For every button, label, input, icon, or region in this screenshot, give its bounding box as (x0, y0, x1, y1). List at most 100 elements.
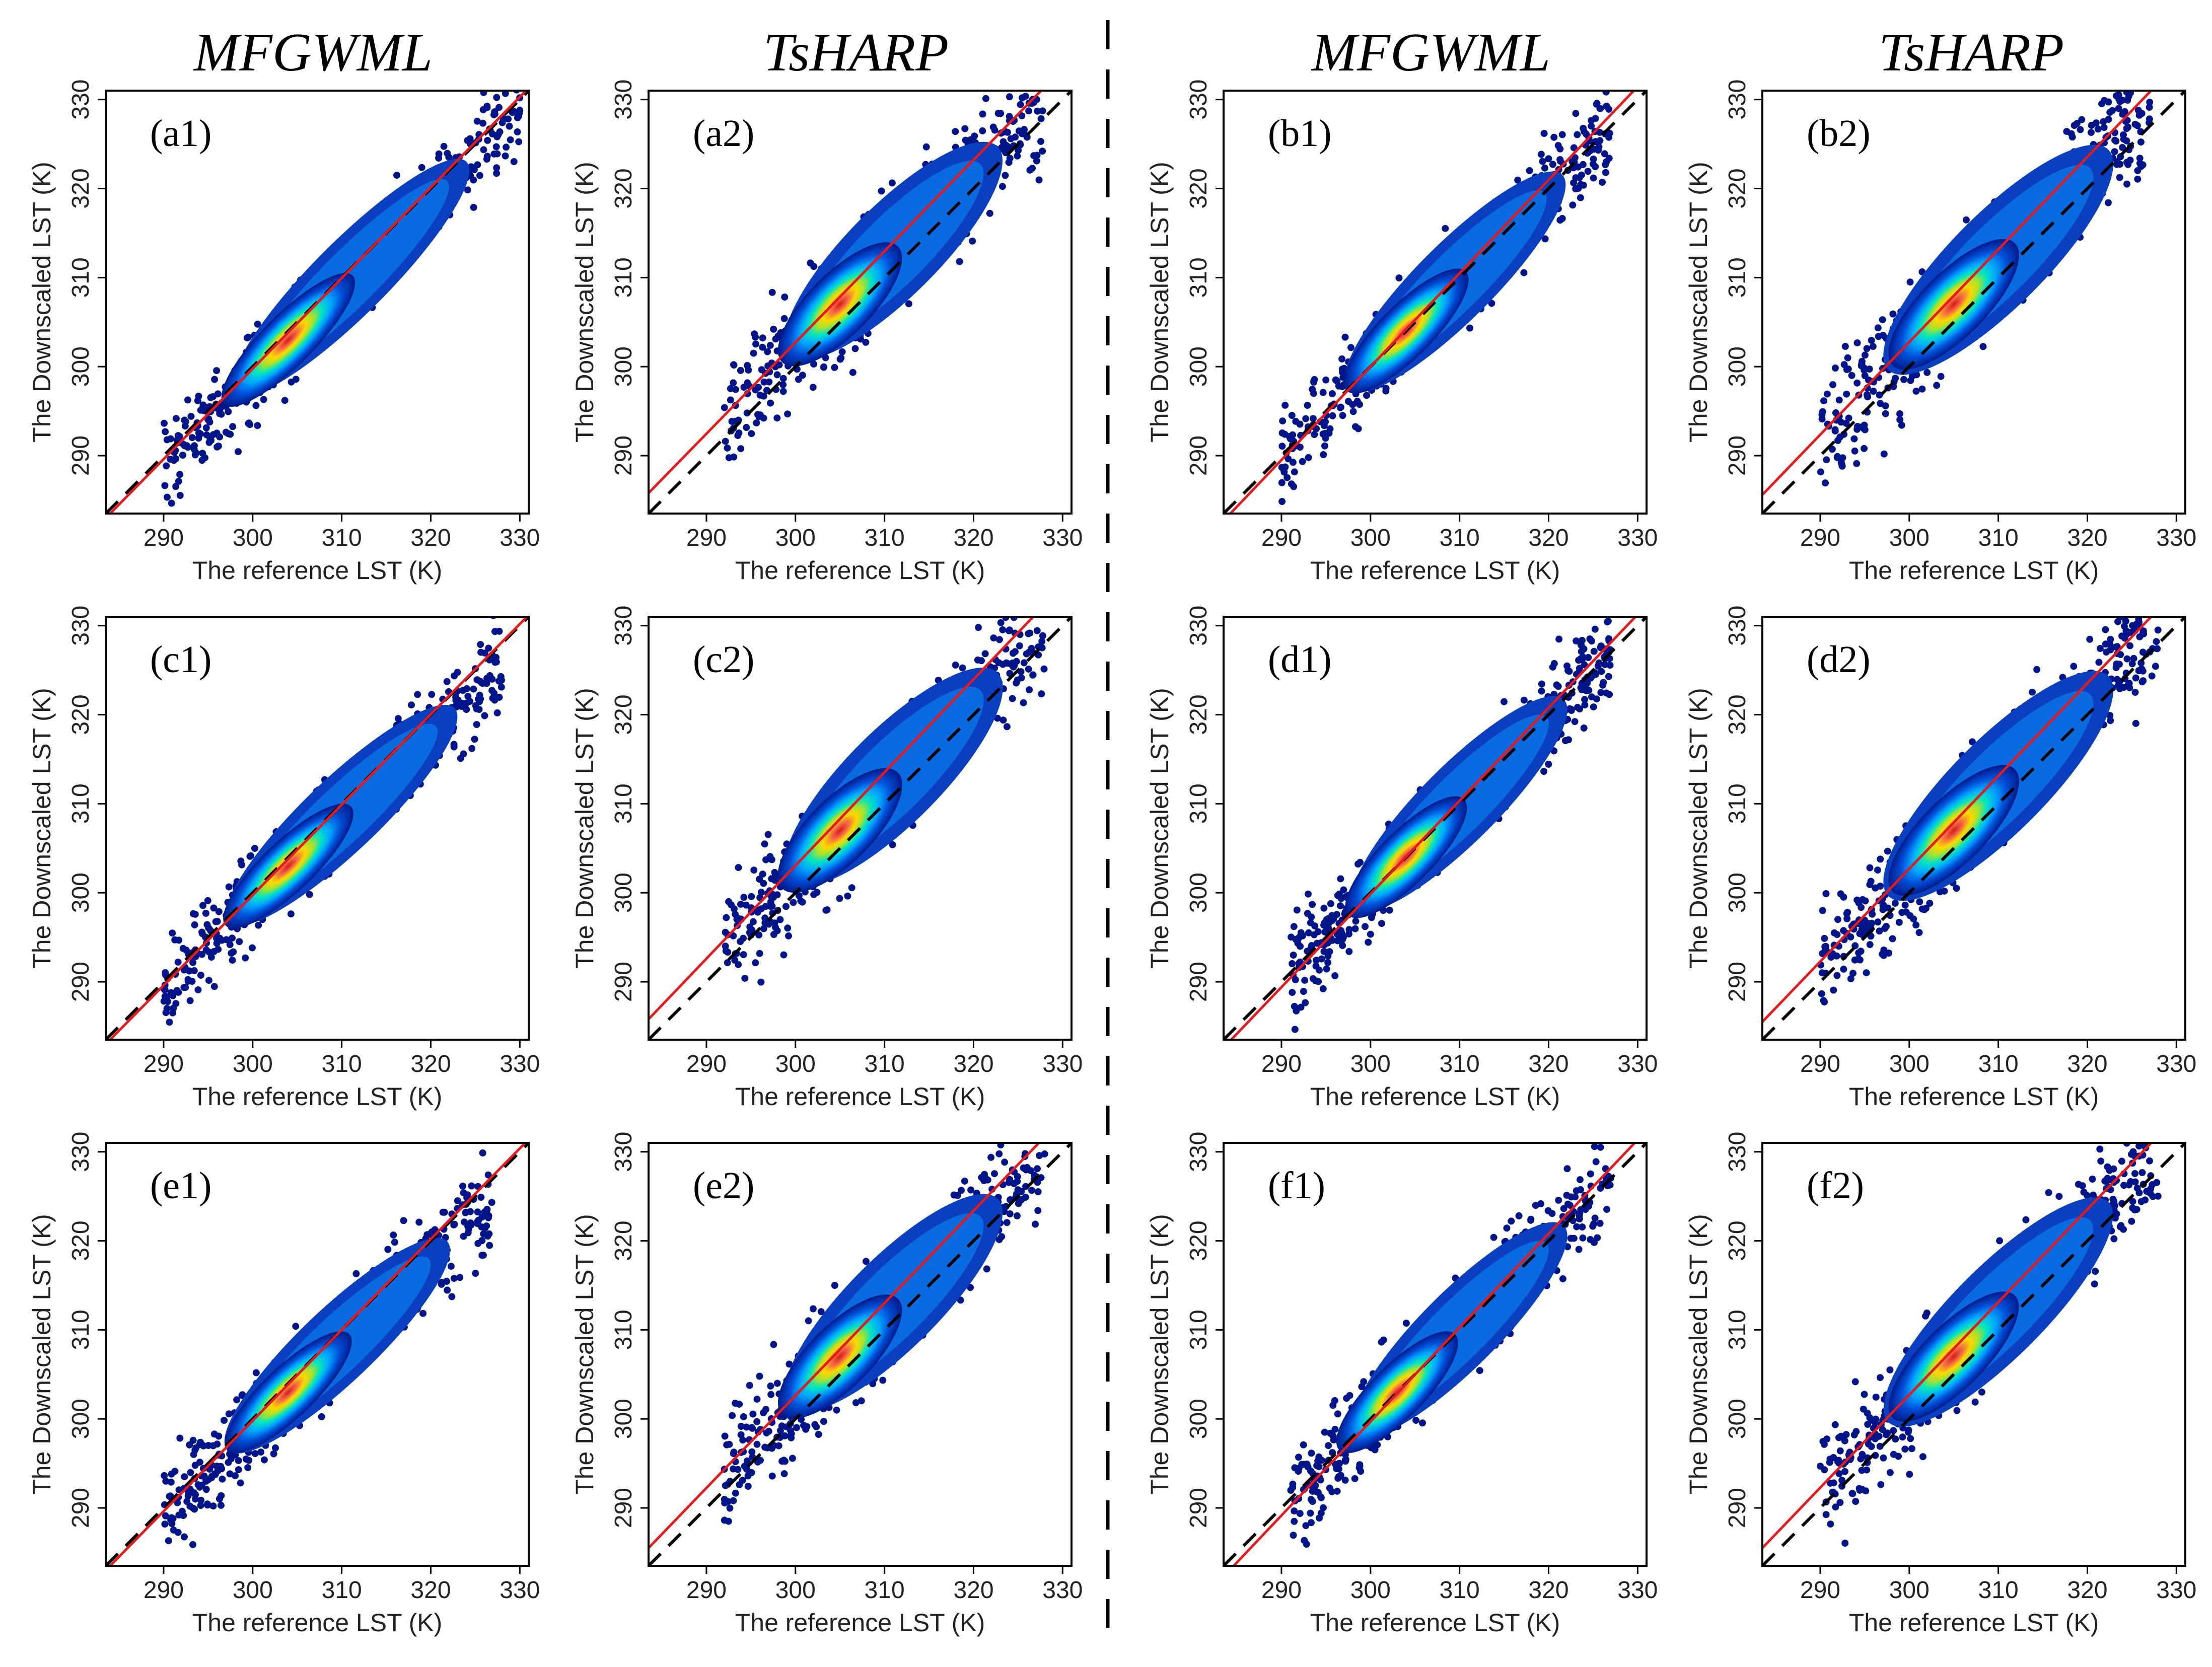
y-tick-label: 320 (610, 694, 637, 735)
data-point (1588, 122, 1595, 130)
data-point (2101, 97, 2108, 104)
data-point (2123, 630, 2131, 637)
data-point (1588, 117, 1595, 124)
data-point (1039, 576, 1046, 583)
data-point (737, 1431, 745, 1438)
data-point (486, 1242, 493, 1249)
y-tick-label: 330 (1185, 606, 1212, 646)
data-point (187, 412, 195, 420)
data-point (776, 916, 784, 923)
data-point (1858, 357, 1866, 365)
data-point (768, 1472, 776, 1480)
data-point (2112, 664, 2120, 672)
x-tick-label: 330 (500, 1051, 540, 1077)
data-point (1822, 479, 1829, 487)
data-point (1819, 907, 1826, 914)
data-point (454, 696, 462, 704)
data-point (1844, 354, 1851, 361)
data-point (191, 910, 199, 918)
data-point (762, 1406, 769, 1413)
fit-line (1229, 91, 1636, 514)
data-point (1351, 925, 1359, 932)
data-point (191, 1446, 199, 1454)
data-point (502, 91, 509, 97)
data-point (1896, 416, 1904, 423)
data-point (786, 1360, 793, 1368)
data-point (779, 388, 787, 395)
data-point (1035, 71, 1042, 78)
data-point (1869, 910, 1876, 918)
data-point (1023, 650, 1030, 658)
y-tick-label: 300 (67, 1399, 94, 1439)
data-point (168, 1470, 175, 1478)
data-point (1331, 972, 1339, 979)
data-point (1025, 630, 1032, 637)
data-point (162, 1512, 169, 1519)
data-point (1589, 160, 1597, 168)
data-point (878, 187, 885, 195)
data-point (2131, 689, 2139, 696)
data-point (188, 978, 196, 985)
data-point (773, 891, 781, 899)
identity-line (1762, 617, 2185, 1040)
data-point (995, 1150, 1003, 1157)
data-point (776, 1427, 784, 1434)
data-point (218, 1492, 225, 1499)
data-point (2102, 626, 2109, 633)
data-point (210, 904, 218, 912)
data-point (1605, 635, 1613, 642)
data-point (1835, 396, 1843, 404)
data-point (2130, 64, 2137, 71)
data-point (2146, 99, 2154, 106)
data-point (740, 934, 747, 942)
data-point (752, 340, 759, 348)
data-point (1597, 642, 1605, 649)
data-point (1007, 56, 1014, 63)
data-point (515, 138, 523, 146)
data-point (1016, 642, 1023, 649)
data-point (444, 150, 451, 157)
y-tick-label: 320 (67, 1220, 94, 1261)
data-point (749, 1424, 756, 1432)
data-point (1040, 60, 1047, 67)
data-point (225, 1410, 233, 1418)
data-point (1898, 421, 1905, 429)
data-point (994, 714, 1001, 722)
x-tick-label: 330 (500, 1577, 540, 1604)
data-point (767, 399, 774, 407)
data-point (474, 1208, 481, 1216)
data-point (760, 925, 767, 932)
data-point (205, 977, 212, 984)
data-point (176, 471, 184, 478)
data-point (1847, 975, 1854, 983)
data-point (1602, 91, 1610, 96)
data-point (2153, 638, 2160, 645)
data-point (788, 1434, 795, 1441)
data-point (244, 1464, 252, 1471)
data-point (1545, 155, 1552, 163)
data-point (1831, 365, 1839, 372)
data-point (1912, 921, 1920, 929)
data-point (1035, 1134, 1042, 1141)
data-point (1337, 902, 1344, 910)
data-point (186, 967, 193, 975)
data-point (731, 957, 739, 964)
data-point (1866, 941, 1874, 949)
data-point (761, 840, 768, 848)
data-point (732, 1489, 739, 1497)
data-point (2078, 116, 2086, 123)
data-point (1297, 958, 1304, 966)
data-point (748, 893, 755, 900)
x-tick-label: 330 (1042, 525, 1083, 551)
data-point (1882, 410, 1889, 417)
data-point (1288, 933, 1295, 941)
data-point (169, 992, 177, 999)
y-tick-label: 300 (610, 873, 637, 913)
plot-frame (105, 1142, 530, 1567)
x-tick-label: 310 (1440, 525, 1480, 551)
x-tick-label: 300 (775, 1577, 816, 1604)
data-point (214, 390, 222, 398)
data-point (766, 342, 774, 349)
data-point (1334, 937, 1341, 945)
data-point (1580, 124, 1587, 132)
